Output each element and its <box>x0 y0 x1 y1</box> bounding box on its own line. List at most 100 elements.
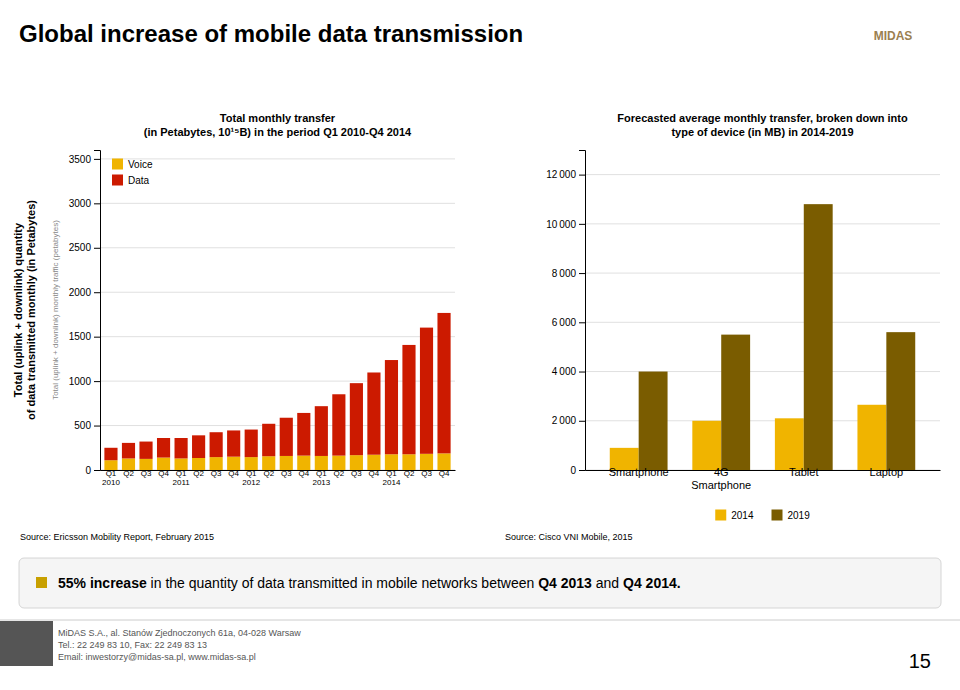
chart: 02 0004 0006 0008 00010 00012 000Smartph… <box>505 112 941 542</box>
y-tick-label: 0 <box>85 465 91 476</box>
banner: 55% increase in the quantity of data tra… <box>19 558 941 608</box>
text-line: Tel.: 22 249 83 10, Fax: 22 249 83 13 <box>58 640 207 650</box>
grid-line <box>585 174 940 175</box>
x-tick-label: Q4 <box>439 469 450 478</box>
bar <box>385 454 398 470</box>
x-tick-label: Q12012 <box>242 469 260 487</box>
x-tick: Q12014 <box>383 469 401 487</box>
text-line: Q3 <box>211 469 222 478</box>
y-tick-mark <box>94 203 100 204</box>
grid-line <box>585 223 940 224</box>
y-tick-mark <box>579 372 585 373</box>
text-line: Q3 <box>141 469 152 478</box>
x-axis: Q12010Q2Q3Q4Q12011Q2Q3Q4Q12012Q2Q3Q4Q120… <box>101 469 456 487</box>
y-tick-label: 8 000 <box>552 268 577 279</box>
legend: 2014 2019 <box>715 510 810 521</box>
y-tick-mark <box>94 381 100 382</box>
x-axis: Smartphone4GSmartphoneTabletLaptop <box>586 466 941 491</box>
y-tick: 4 000 <box>552 366 585 377</box>
x-tick: Q12013 <box>312 469 330 487</box>
text-line: Q2 <box>404 469 415 478</box>
text-line: Total (uplink + downlink) quantity <box>12 222 24 397</box>
bar <box>692 421 721 470</box>
banner-part: and <box>592 575 623 591</box>
x-tick: Q4 <box>158 469 169 478</box>
x-tick: Tablet <box>789 466 818 478</box>
legend-swatch <box>112 159 123 170</box>
text-line: type of device (in MB) in 2014-2019 <box>671 126 853 138</box>
bar <box>297 413 310 456</box>
x-tick-label: Q3 <box>211 469 222 478</box>
y-tick-mark <box>579 421 585 422</box>
y-tick-label: 2000 <box>69 287 92 298</box>
bars <box>104 313 450 470</box>
x-tick-label: Q12010 <box>102 469 120 487</box>
text-line: Q4 <box>228 469 239 478</box>
x-tick-label: Q4 <box>228 469 239 478</box>
page: Global increase of mobile data transmiss… <box>0 0 960 690</box>
bar <box>857 405 886 470</box>
x-tick: Q2 <box>263 469 274 478</box>
x-tick: Q3 <box>351 469 362 478</box>
text-line: Smartphone <box>691 479 751 491</box>
text-line: 2010 <box>102 478 120 487</box>
legend-swatch <box>112 175 123 186</box>
y-tick: 1000 <box>69 376 100 387</box>
x-tick: Q2 <box>334 469 345 478</box>
legend-item: 2019 <box>772 510 811 521</box>
y-tick-label: 3000 <box>69 198 92 209</box>
bar <box>804 204 833 470</box>
footer: MiDAS S.A., al. Stanów Zjednoczonych 61a… <box>0 620 960 672</box>
bar <box>385 360 398 454</box>
x-tick: Q4 <box>228 469 239 478</box>
y-tick: 0 <box>85 465 100 476</box>
text-line: Smartphone <box>609 466 669 478</box>
y-tick-mark <box>579 175 585 176</box>
bars <box>610 204 915 470</box>
text-line: Forecasted average monthly transfer, bro… <box>617 112 908 124</box>
y-tick-label: 2 000 <box>552 415 577 426</box>
grid-line <box>100 336 455 337</box>
x-tick-label: Q4 <box>369 469 380 478</box>
y-tick: 12 000 <box>546 169 585 180</box>
x-tick: Q12010 <box>102 469 120 487</box>
bar <box>104 448 117 460</box>
y-tick: 1500 <box>69 331 100 342</box>
grid-line <box>100 292 455 293</box>
text-line: Tablet <box>789 466 818 478</box>
y-tick-label: 12 000 <box>546 169 576 180</box>
bar <box>332 456 345 470</box>
bar <box>122 443 135 459</box>
footer-separator <box>0 620 960 621</box>
y-tick-label: 4 000 <box>552 366 577 377</box>
banner-box <box>19 558 941 608</box>
y-axis-title: Total (uplink + downlink) quantityof dat… <box>12 200 37 420</box>
x-tick-label: Q2 <box>334 469 345 478</box>
x-tick-label: Q12011 <box>172 469 190 487</box>
x-tick-label: Laptop <box>870 466 904 478</box>
y-tick: 500 <box>74 420 100 431</box>
legend-label: 2019 <box>788 510 811 521</box>
bar <box>350 383 363 455</box>
y-tick-mark <box>94 337 100 338</box>
x-tick-label: Q12013 <box>312 469 330 487</box>
x-tick-label: Q2 <box>123 469 134 478</box>
bar <box>420 454 433 470</box>
grid-line <box>100 203 455 204</box>
y-tick: 2 000 <box>552 415 585 426</box>
bar <box>367 455 380 470</box>
y-tick-mark <box>579 322 585 323</box>
x-tick: Smartphone <box>609 466 669 478</box>
legend-swatch <box>772 510 783 521</box>
x-tick: Q2 <box>404 469 415 478</box>
x-tick: Q4 <box>439 469 450 478</box>
legend-label: 2014 <box>731 510 754 521</box>
bar <box>332 394 345 455</box>
text-line: 2012 <box>242 478 260 487</box>
page-number: 15 <box>909 650 931 672</box>
bar <box>157 438 170 458</box>
legend-item: 2014 <box>715 510 754 521</box>
grid-line <box>100 381 455 382</box>
text-line: Q2 <box>193 469 204 478</box>
y-tick-label: 6 000 <box>552 317 577 328</box>
